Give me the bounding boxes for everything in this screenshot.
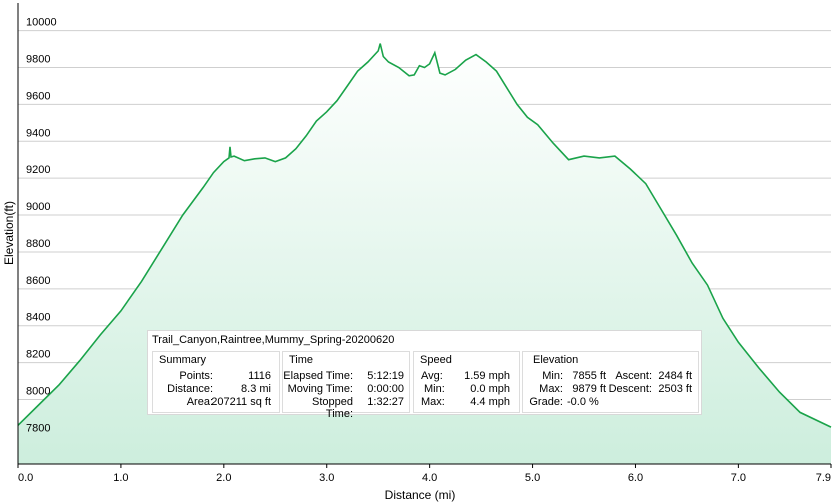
ascent-value: 2484 ft: [658, 370, 692, 382]
elevation-line: [17, 43, 832, 428]
area-label: Area:: [186, 396, 213, 408]
x-tick-label: 6.0: [628, 472, 643, 484]
max-elevation-value: 9879 ft: [572, 383, 606, 395]
grade-label: Grade:: [529, 396, 563, 408]
track-name: Trail_Canyon,Raintree,Mummy_Spring-20200…: [152, 334, 395, 346]
min-speed-label: Min:: [424, 383, 445, 395]
x-tick-label: 7.9: [816, 472, 831, 484]
y-tick-label: 8200: [26, 349, 50, 361]
y-tick-label: 8800: [26, 238, 50, 250]
avg-speed-value: 1.59 mph: [464, 370, 510, 382]
moving-time-value: 0:00:00: [367, 383, 404, 395]
distance-label: Distance:: [167, 383, 213, 395]
stopped-time-label: Stopped Time:: [312, 396, 353, 420]
y-tick-label: 9200: [26, 164, 50, 176]
speed-box: Speed Avg: 1.59 mph Min: 0.0 mph Max: 4.…: [413, 351, 520, 413]
elevation-header: Elevation: [533, 354, 579, 366]
x-tick-label: 2.0: [216, 472, 231, 484]
time-header: Time: [289, 354, 314, 366]
min-elevation-value: 7855 ft: [572, 370, 606, 382]
track-info-panel: Trail_Canyon,Raintree,Mummy_Spring-20200…: [147, 330, 702, 420]
x-tick-label: 1.0: [113, 472, 128, 484]
y-tick-label: 9800: [26, 54, 50, 66]
y-tick-label: 8600: [26, 275, 50, 287]
x-tick-label: 3.0: [319, 472, 334, 484]
grade-value: -0.0 %: [567, 396, 599, 408]
points-label: Points:: [179, 370, 213, 382]
y-tick-label: 9400: [26, 127, 50, 139]
y-tick-label: 9600: [26, 90, 50, 102]
max-speed-label: Max:: [421, 396, 445, 408]
stopped-time-value: 1:32:27: [367, 396, 404, 408]
area-value: 207211 sq ft: [211, 396, 271, 408]
y-tick-label: 8400: [26, 312, 50, 324]
y-tick-label: 9000: [26, 201, 50, 213]
ascent-label: Ascent:: [615, 370, 652, 382]
descent-label: Descent:: [608, 383, 652, 395]
y-tick-labels: 7800 8000 8200 8400 8600 8800 9000 9200 9400 9600…: [26, 17, 57, 435]
x-tick-labels: 0.0 1.0 2.0 3.0 4.0 5.0 6.0 7.0 7.9: [17, 464, 832, 484]
y-tick-label: 10000: [26, 17, 57, 29]
elapsed-time-value: 5:12:19: [367, 370, 404, 382]
elapsed-time-label: Elapsed Time:: [283, 370, 353, 382]
x-tick-label: 4.0: [422, 472, 437, 484]
x-tick-label: 5.0: [525, 472, 540, 484]
points-value: 1116: [248, 370, 271, 382]
y-tick-label: 8000: [26, 385, 50, 397]
max-speed-value: 4.4 mph: [470, 396, 510, 408]
speed-header: Speed: [420, 354, 452, 366]
x-tick-label: 7.0: [731, 472, 746, 484]
y-axis-title: Elevation(ft): [2, 201, 16, 265]
x-axis-title: Distance (mi): [385, 488, 456, 502]
min-elevation-label: Min:: [542, 370, 563, 382]
avg-speed-label: Avg:: [421, 370, 443, 382]
y-tick-label: 7800: [26, 422, 50, 434]
max-elevation-label: Max:: [539, 383, 563, 395]
distance-value: 8.3 mi: [241, 383, 271, 395]
min-speed-value: 0.0 mph: [470, 383, 510, 395]
time-box: Time Elapsed Time: 5:12:19 Moving Time: …: [282, 351, 410, 420]
summary-box: Summary Points: 1116 Distance: 8.3 mi Ar…: [152, 351, 280, 413]
summary-header: Summary: [159, 354, 207, 366]
moving-time-label: Moving Time:: [287, 383, 353, 395]
x-tick-label: 0.0: [18, 472, 33, 484]
elevation-box: Elevation Min: 7855 ft Max: 9879 ft Grad…: [522, 351, 699, 413]
descent-value: 2503 ft: [658, 383, 692, 395]
